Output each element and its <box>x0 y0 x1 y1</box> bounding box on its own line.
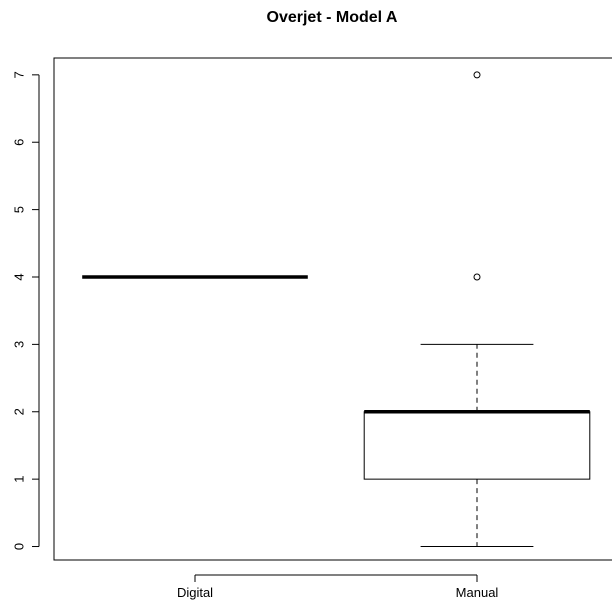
box-manual-outlier-0 <box>473 273 481 281</box>
box-manual-iqr <box>363 411 591 480</box>
y-tick-label-4: 4 <box>12 273 27 280</box>
y-tick-label-3: 3 <box>12 341 27 348</box>
y-tick-label-1: 1 <box>12 476 27 483</box>
x-tick-label-manual: Manual <box>456 585 499 600</box>
x-tick-label-digital: Digital <box>177 585 213 600</box>
y-tick-label-0: 0 <box>12 543 27 550</box>
box-manual-outlier-1 <box>473 71 481 79</box>
box-manual <box>363 71 591 548</box>
y-tick-label-7: 7 <box>12 71 27 78</box>
x-axis: Digital Manual <box>177 574 499 600</box>
y-tick-label-5: 5 <box>12 206 27 213</box>
y-tick-label-2: 2 <box>12 408 27 415</box>
y-tick-label-6: 6 <box>12 139 27 146</box>
boxes-layer <box>82 71 591 548</box>
plot-frame <box>53 57 612 561</box>
chart-title: Overjet - Model A <box>267 9 398 26</box>
y-axis: 0 1 2 3 4 5 6 7 <box>12 71 40 550</box>
